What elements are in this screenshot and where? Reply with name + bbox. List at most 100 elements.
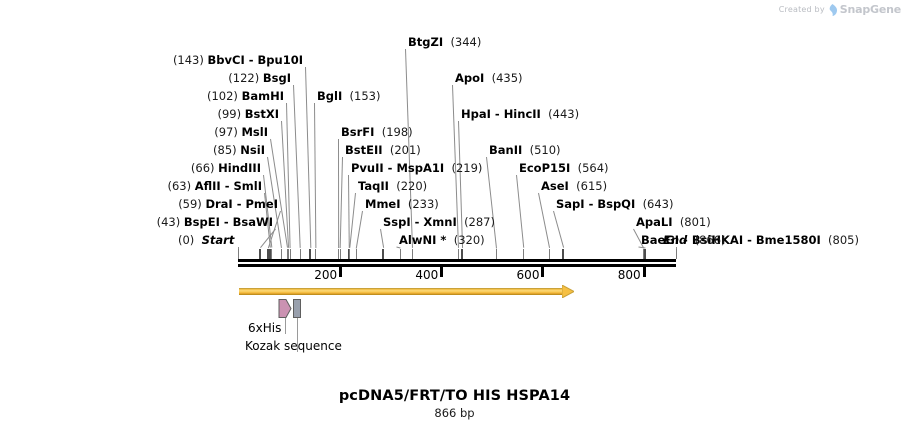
site-tick-mmei[interactable] bbox=[355, 249, 357, 259]
site-position: (615) bbox=[576, 179, 608, 193]
site-tick-sapi[interactable] bbox=[562, 249, 565, 259]
site-tick-baegi[interactable] bbox=[644, 249, 647, 259]
site-position: (805) bbox=[828, 233, 859, 247]
orf-arrow[interactable] bbox=[239, 285, 574, 298]
site-position: (102) bbox=[206, 89, 238, 103]
snapgene-logo-icon bbox=[828, 3, 837, 16]
enzyme-name: HincII bbox=[503, 107, 541, 121]
enzyme-label-mmei[interactable]: MmeI (233) bbox=[365, 198, 439, 210]
site-tick-apoi[interactable] bbox=[458, 249, 459, 259]
site-tick-bstxi[interactable] bbox=[288, 249, 290, 259]
enzyme-name: BsiHKAI bbox=[691, 233, 744, 247]
site-tick-banii[interactable] bbox=[495, 249, 497, 259]
site-tick-drai[interactable] bbox=[266, 249, 269, 259]
enzyme-label-apoi[interactable]: ApoI (435) bbox=[455, 72, 523, 84]
site-tick-sspi[interactable] bbox=[382, 249, 385, 259]
enzyme-label-taqii[interactable]: TaqII (220) bbox=[358, 180, 427, 192]
enzyme-label-msli[interactable]: (97) MslI bbox=[214, 126, 268, 138]
site-position: (344) bbox=[450, 35, 482, 49]
site-tick-pvuii[interactable] bbox=[347, 249, 350, 259]
enzyme-name: BspQI bbox=[597, 197, 636, 211]
enzyme-label-hindiii[interactable]: (66) HindIII bbox=[191, 162, 261, 174]
site-tick-bspei[interactable] bbox=[258, 249, 261, 259]
leader-line bbox=[676, 247, 677, 249]
site-position: (201) bbox=[389, 143, 421, 157]
site-position: (233) bbox=[407, 197, 439, 211]
site-tick-ecop15i[interactable] bbox=[523, 249, 525, 259]
enzyme-label-bstxi[interactable]: (99) BstXI bbox=[217, 108, 279, 120]
site-tick-taqii[interactable] bbox=[349, 249, 351, 259]
site-tick-btgzi[interactable] bbox=[411, 249, 413, 259]
plasmid-length: 866 bp bbox=[434, 406, 475, 420]
enzyme-name: Bpu10I bbox=[257, 53, 303, 67]
marker-tick-start[interactable] bbox=[238, 249, 239, 259]
enzyme-name: ApaLI bbox=[636, 215, 673, 229]
site-tick-bamhi[interactable] bbox=[289, 249, 291, 259]
site-tick-bsteii[interactable] bbox=[339, 249, 341, 259]
enzyme-label-drai[interactable]: (59) DraI - PmeI bbox=[178, 198, 278, 210]
enzyme-label-apali[interactable]: ApaLI (801) bbox=[636, 216, 711, 228]
enzyme-name: BspEI bbox=[183, 215, 220, 229]
site-tick-alwni[interactable] bbox=[399, 249, 401, 259]
orf-arrowhead bbox=[561, 285, 574, 298]
marker-label-start[interactable]: (0) Start bbox=[178, 234, 234, 246]
enzyme-name: SspI bbox=[383, 215, 411, 229]
orf-body bbox=[239, 288, 562, 295]
watermark-prefix: Created by bbox=[778, 5, 825, 14]
enzyme-name: BstXI bbox=[244, 107, 279, 121]
watermark-brand: SnapGene bbox=[839, 3, 901, 16]
site-tick-bsrfi[interactable] bbox=[338, 249, 340, 259]
enzyme-label-bsgi[interactable]: (122) BsgI bbox=[228, 72, 291, 84]
snapgene-watermark: Created by SnapGene bbox=[779, 3, 901, 16]
site-tick-bbvci[interactable] bbox=[309, 249, 312, 259]
site-tick-hpai[interactable] bbox=[461, 249, 464, 259]
site-tick-msli[interactable] bbox=[287, 249, 289, 259]
site-position: (643) bbox=[642, 197, 674, 211]
enzyme-label-bsrfi[interactable]: BsrFI (198) bbox=[341, 126, 413, 138]
site-tick-bgli[interactable] bbox=[315, 249, 317, 259]
enzyme-label-asei[interactable]: AseI (615) bbox=[541, 180, 607, 192]
leader-line bbox=[355, 210, 363, 249]
site-tick-apali[interactable] bbox=[643, 249, 645, 259]
marker-name: Start bbox=[201, 233, 235, 247]
enzyme-label-bspei[interactable]: (43) BspEI - BsaWI bbox=[157, 216, 273, 228]
enzyme-name: BtgZI bbox=[408, 35, 444, 49]
marker-label-end[interactable]: End (866) bbox=[663, 234, 726, 246]
site-tick-nsii[interactable] bbox=[280, 249, 282, 259]
enzyme-label-alwni[interactable]: AlwNI * (320) bbox=[399, 234, 485, 246]
feature-label-kozak[interactable]: Kozak sequence bbox=[245, 339, 342, 353]
enzyme-label-btgzi[interactable]: BtgZI (344) bbox=[408, 36, 481, 48]
site-tick-asei[interactable] bbox=[549, 249, 551, 259]
ruler-label: 600 bbox=[516, 268, 540, 282]
enzyme-label-bamhi[interactable]: (102) BamHI bbox=[207, 90, 284, 102]
enzyme-label-sspi[interactable]: SspI - XmnI (287) bbox=[383, 216, 495, 228]
enzyme-label-ecop15i[interactable]: EcoP15I (564) bbox=[519, 162, 609, 174]
site-position: (198) bbox=[381, 125, 413, 139]
leader-line bbox=[305, 66, 312, 249]
enzyme-label-bsteii[interactable]: BstEII (201) bbox=[345, 144, 421, 156]
enzyme-label-aflii[interactable]: (63) AflII - SmlI bbox=[167, 180, 262, 192]
site-position: (143) bbox=[172, 53, 204, 67]
feature-kozak-icon[interactable] bbox=[293, 299, 301, 318]
enzyme-name: BanII bbox=[489, 143, 523, 157]
enzyme-label-nsii[interactable]: (85) NsiI bbox=[213, 144, 265, 156]
enzyme-name: BamHI bbox=[241, 89, 284, 103]
enzyme-label-baegi[interactable]: BaeGI - BsiHKAI - Bme1580I (805) bbox=[641, 234, 859, 246]
feature-6xhis-icon[interactable] bbox=[278, 299, 292, 318]
name-separator: - bbox=[220, 179, 234, 193]
enzyme-label-banii[interactable]: BanII (510) bbox=[489, 144, 561, 156]
enzyme-label-bbvci[interactable]: (143) BbvCI - Bpu10I bbox=[173, 54, 303, 66]
site-tick-hindiii[interactable] bbox=[271, 249, 273, 259]
enzyme-label-sapi[interactable]: SapI - BspQI (643) bbox=[556, 198, 674, 210]
marker-tick-end[interactable] bbox=[676, 249, 677, 259]
feature-label-6xhis[interactable]: 6xHis bbox=[248, 321, 282, 335]
marker-position: (866) bbox=[694, 233, 726, 247]
site-tick-aflii[interactable] bbox=[268, 249, 271, 259]
enzyme-label-hpai[interactable]: HpaI - HincII (443) bbox=[461, 108, 579, 120]
site-position: (219) bbox=[451, 161, 483, 175]
site-position: (66) bbox=[190, 161, 215, 175]
site-tick-bsgi[interactable] bbox=[299, 249, 301, 259]
enzyme-label-pvuii[interactable]: PvuII - MspA1I (219) bbox=[351, 162, 482, 174]
enzyme-label-bgli[interactable]: BglI (153) bbox=[317, 90, 380, 102]
